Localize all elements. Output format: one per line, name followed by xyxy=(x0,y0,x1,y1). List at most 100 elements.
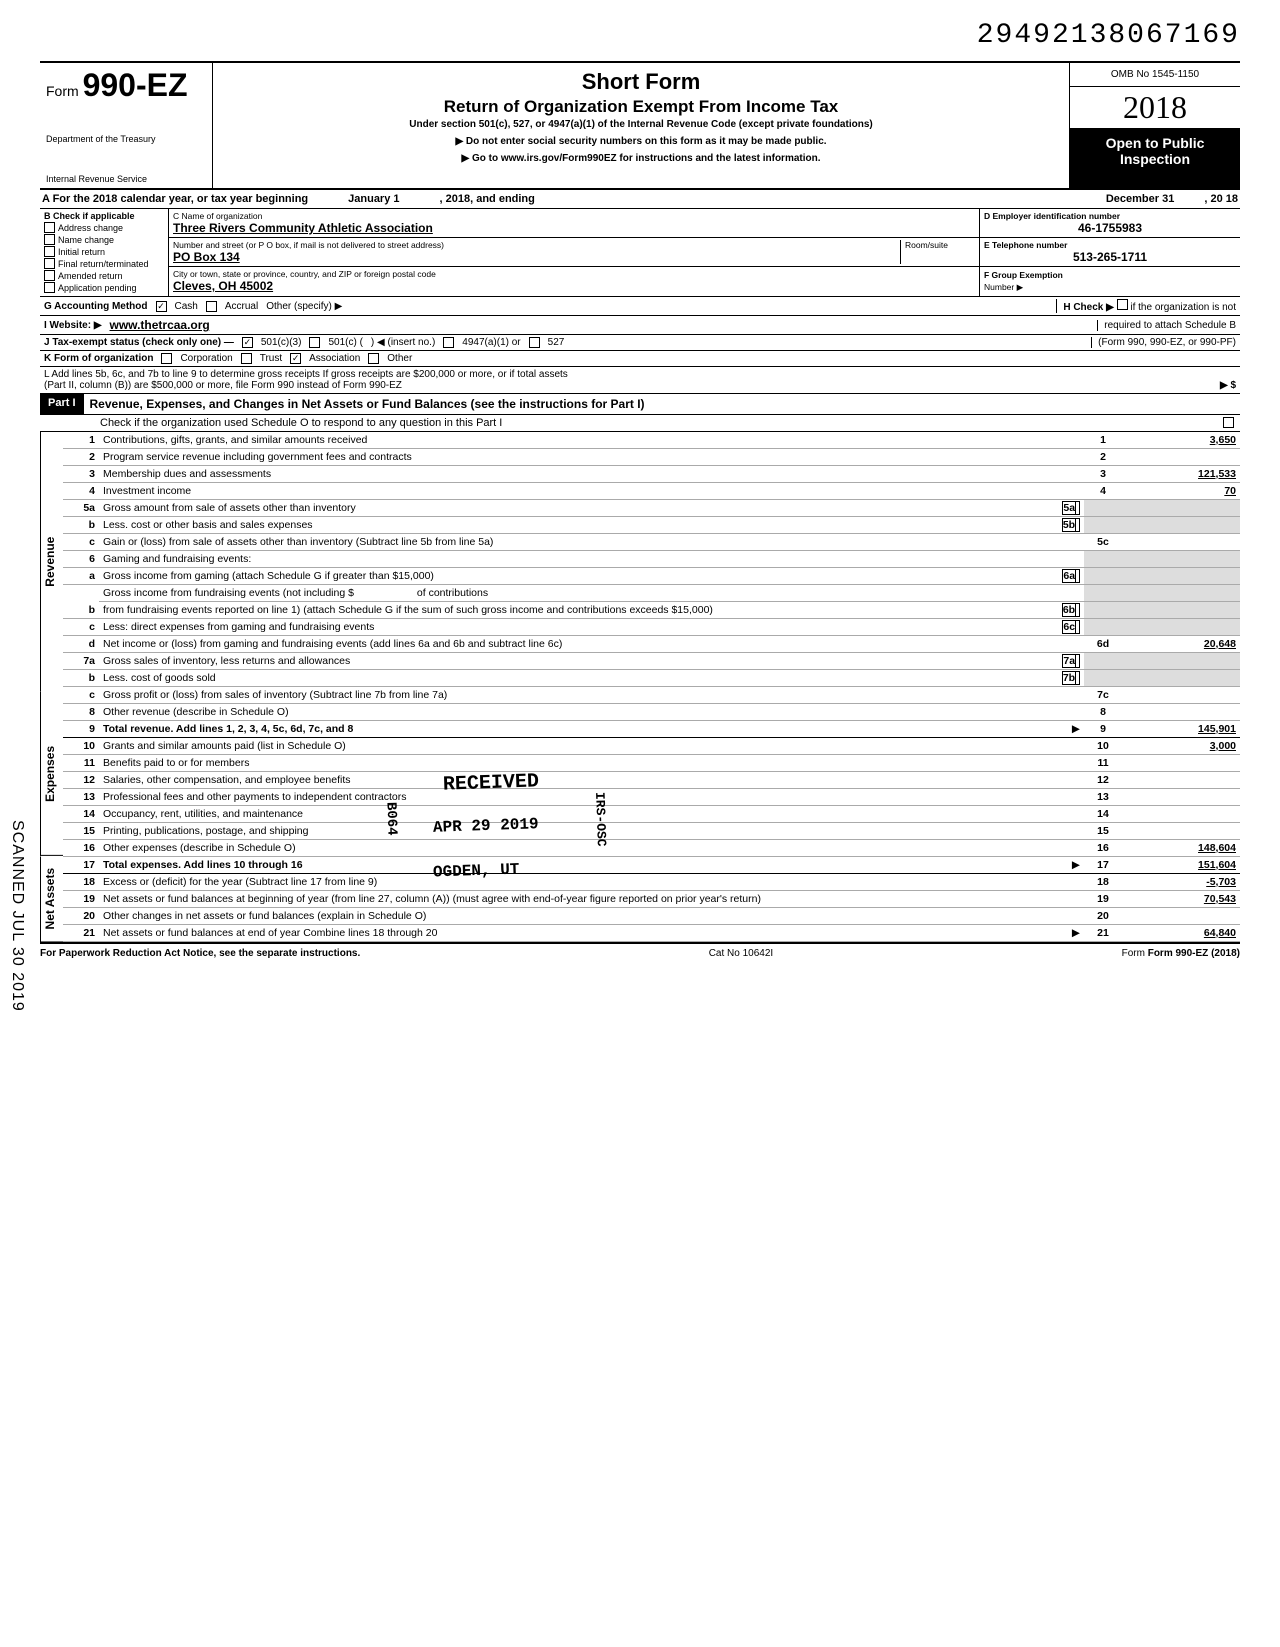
chk-name[interactable] xyxy=(44,234,55,245)
chk-527[interactable] xyxy=(529,337,540,348)
stamp-date: APR 29 2019 xyxy=(433,815,539,837)
lbl-amended: Amended return xyxy=(58,271,123,281)
n1: 1 xyxy=(63,432,99,449)
row-g: G Accounting Method ✓Cash Accrual Other … xyxy=(40,297,1240,316)
footer: For Paperwork Reduction Act Notice, see … xyxy=(40,944,1240,959)
a10: 3,000 xyxy=(1122,738,1240,755)
m7a: 7a xyxy=(1062,654,1076,668)
chk-amended[interactable] xyxy=(44,270,55,281)
d6c: Less: direct expenses from gaming and fu… xyxy=(103,621,374,633)
stamp-irsosc: IRS-OSC xyxy=(592,792,609,847)
n2: 2 xyxy=(63,449,99,466)
chk-initial[interactable] xyxy=(44,246,55,257)
b11: 11 xyxy=(1084,755,1122,772)
ar21: ▶ xyxy=(1072,927,1080,939)
b16: 16 xyxy=(1084,840,1122,857)
lbl-phone: E Telephone number xyxy=(984,240,1236,250)
b6d: 6d xyxy=(1084,636,1122,653)
lbl-accrual: Accrual xyxy=(225,301,258,312)
sa5b xyxy=(1122,517,1240,534)
b3: 3 xyxy=(1084,466,1122,483)
lbl-ein: D Employer identification number xyxy=(984,211,1236,221)
chk-final[interactable] xyxy=(44,258,55,269)
open-public-badge: Open to Public Inspection xyxy=(1070,129,1240,188)
chk-pending[interactable] xyxy=(44,282,55,293)
chk-corp[interactable] xyxy=(161,353,172,364)
n11: 11 xyxy=(63,755,99,772)
lbl-501c3: 501(c)(3) xyxy=(261,337,302,348)
org-city: Cleves, OH 45002 xyxy=(173,279,975,293)
website: www.thetrcaa.org xyxy=(110,318,210,332)
line-a-prefix: A For the 2018 calendar year, or tax yea… xyxy=(42,193,308,205)
lbl-other-org: Other xyxy=(387,353,412,364)
lbl-room: Room/suite xyxy=(905,240,975,250)
m6a: 6a xyxy=(1062,569,1076,583)
n18: 18 xyxy=(63,874,99,891)
n19: 19 xyxy=(63,891,99,908)
footer-left: For Paperwork Reduction Act Notice, see … xyxy=(40,948,360,959)
m7b: 7b xyxy=(1062,671,1076,685)
lbl-addr: Number and street (or P O box, if mail i… xyxy=(173,240,900,250)
b15: 15 xyxy=(1084,823,1122,840)
chk-501c3[interactable]: ✓ xyxy=(242,337,253,348)
row-j: J Tax-exempt status (check only one) — ✓… xyxy=(40,335,1240,351)
row-l-2: (Part II, column (B)) are $500,000 or mo… xyxy=(44,380,402,391)
b14: 14 xyxy=(1084,806,1122,823)
chk-501c[interactable] xyxy=(309,337,320,348)
open-public-2: Inspection xyxy=(1072,151,1238,167)
chk-accrual[interactable] xyxy=(206,301,217,312)
lbl-city: City or town, state or province, country… xyxy=(173,269,975,279)
schedule-o-text: Check if the organization used Schedule … xyxy=(100,417,502,429)
chk-h[interactable] xyxy=(1117,299,1128,310)
a2 xyxy=(1122,449,1240,466)
row-l: L Add lines 5b, 6c, and 7b to line 9 to … xyxy=(40,367,1240,394)
title-short-form: Short Form xyxy=(221,69,1061,95)
ma5b xyxy=(1076,518,1080,532)
chk-4947[interactable] xyxy=(443,337,454,348)
chk-schedule-o[interactable] xyxy=(1223,417,1234,428)
chk-other-org[interactable] xyxy=(368,353,379,364)
d6b1: Gross income from fundraising events (no… xyxy=(103,587,354,599)
b7c: 7c xyxy=(1084,687,1122,704)
ma5a xyxy=(1076,501,1080,515)
a17: 151,604 xyxy=(1122,857,1240,874)
d18: Excess or (deficit) for the year (Subtra… xyxy=(99,874,1084,891)
title-return: Return of Organization Exempt From Incom… xyxy=(221,97,1061,117)
chk-address[interactable] xyxy=(44,222,55,233)
d20: Other changes in net assets or fund bala… xyxy=(99,908,1084,925)
n20: 20 xyxy=(63,908,99,925)
a18: -5,703 xyxy=(1122,874,1240,891)
m6b: 6b xyxy=(1062,603,1076,617)
m6c: 6c xyxy=(1062,620,1076,634)
n6c: c xyxy=(63,619,99,636)
chk-assoc[interactable]: ✓ xyxy=(290,353,301,364)
a9: 145,901 xyxy=(1122,721,1240,738)
form-id-block: Form 990-EZ Department of the Treasury I… xyxy=(40,63,213,188)
part1-header-row: Part I Revenue, Expenses, and Changes in… xyxy=(40,394,1240,415)
n17: 17 xyxy=(63,857,99,874)
lbl-j: J Tax-exempt status (check only one) — xyxy=(44,337,234,348)
n7b: b xyxy=(63,670,99,687)
b2: 2 xyxy=(1084,449,1122,466)
n3: 3 xyxy=(63,466,99,483)
a19: 70,543 xyxy=(1122,891,1240,908)
line-a-end-date: December 31 xyxy=(1106,193,1175,205)
d3: Membership dues and assessments xyxy=(99,466,1084,483)
chk-cash[interactable]: ✓ xyxy=(156,301,167,312)
a21: 64,840 xyxy=(1122,925,1240,942)
sb5a xyxy=(1084,500,1122,517)
b5c: 5c xyxy=(1084,534,1122,551)
ein: 46-1755983 xyxy=(984,221,1236,235)
sb5b xyxy=(1084,517,1122,534)
lbl-h3: required to attach Schedule B xyxy=(1097,320,1236,331)
ar9: ▶ xyxy=(1072,723,1080,735)
d15: Printing, publications, postage, and shi… xyxy=(99,823,1084,840)
chk-trust[interactable] xyxy=(241,353,252,364)
lbl-other-method: Other (specify) ▶ xyxy=(266,301,342,312)
d19: Net assets or fund balances at beginning… xyxy=(99,891,1084,908)
side-labels: Revenue Expenses Net Assets xyxy=(40,432,63,942)
n5c: c xyxy=(63,534,99,551)
b4: 4 xyxy=(1084,483,1122,500)
n6: 6 xyxy=(63,551,99,568)
d5c: Gain or (loss) from sale of assets other… xyxy=(99,534,1084,551)
